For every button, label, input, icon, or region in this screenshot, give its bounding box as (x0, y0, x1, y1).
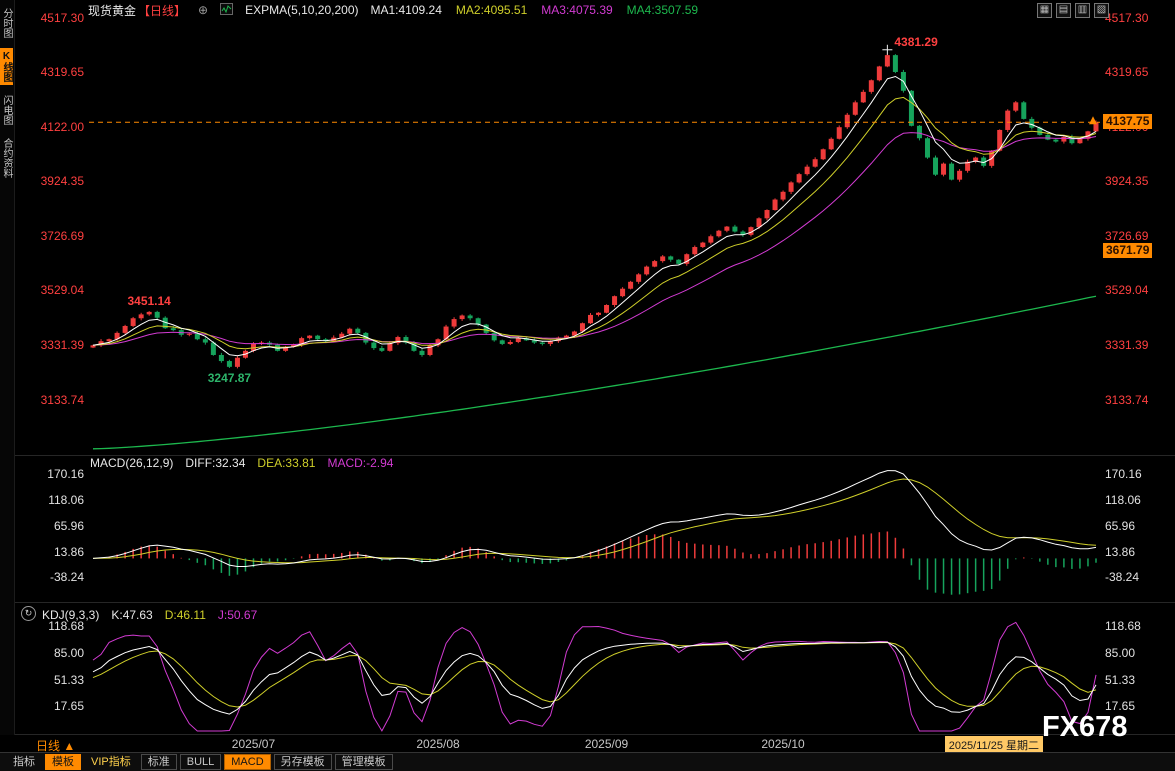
period-selector[interactable]: 日线 ▲ (36, 739, 76, 753)
toolbar-item[interactable]: 另存模板 (273, 754, 332, 770)
macd-header: MACD(26,12,9) DIFF:32.34 DEA:33.81 MACD:… (90, 456, 393, 470)
panel-divider (14, 455, 1175, 456)
tile-grid-icon[interactable]: ▦ (1037, 3, 1052, 18)
toolbar-item[interactable]: 指标 (13, 756, 35, 768)
current-price-tag: 4137.75 (1103, 114, 1153, 130)
sidebar-item-time-chart[interactable]: 分时图 (1, 8, 12, 38)
bottom-toolbar: 指标 模板 VIP指标 标准 BULL MACD 另存模板 管理模板 (0, 752, 1175, 771)
sidebar-item-kline-chart[interactable]: K线图 (0, 48, 13, 85)
dropup-arrow-icon: ▲ (63, 739, 76, 753)
sidebar-item-contract-info[interactable]: 合约资料 (1, 138, 12, 178)
tile-rows-icon[interactable]: ▤ (1056, 3, 1071, 18)
time-axis: 日线 ▲ 2025/11/25 星期二 2025/07 2025/08 2025/0… (0, 734, 1175, 754)
macd-hist-value: MACD:-2.94 (327, 456, 394, 470)
kdj-d-value: D:46.11 (164, 608, 206, 622)
symbol-name: 现货黄金 (88, 3, 137, 18)
macd-dea-value: DEA:33.81 (257, 456, 316, 470)
ma-values: MA1:4109.24 MA2:4095.51 MA3:4075.39 MA4:350… (371, 3, 713, 17)
window-controls: ▦ ▤ ▥ ▧ (1037, 3, 1109, 18)
time-axis-label: 2025/07 (231, 737, 276, 751)
toolbar-item[interactable]: 模板 (45, 754, 81, 770)
svg-text:3247.87: 3247.87 (208, 371, 252, 385)
panel-divider (14, 602, 1175, 603)
indicator-settings-label: EXPMA(5,10,20,200) (245, 3, 359, 17)
toolbar-item[interactable]: 管理模板 (334, 754, 393, 770)
time-axis-label: 2025/08 (416, 737, 460, 751)
left-tab-strip: 分时图 K线图 闪电图 合约资料 (0, 0, 15, 735)
current-date-label: 2025/11/25 星期二 (944, 736, 1043, 754)
sidebar-item-lightning-chart[interactable]: 闪电图 (1, 95, 12, 125)
time-axis-label: 2025/10 (761, 737, 805, 751)
ma-value: MA4:3507.59 (626, 3, 699, 17)
secondary-price-tag: 3671.79 (1103, 242, 1153, 258)
svg-text:3451.14: 3451.14 (127, 294, 171, 308)
kdj-title: KDJ(9,3,3) (42, 608, 100, 622)
chart-header: 现货黄金 【日线】 ⊕ EXPMA(5,10,20,200) MA1:4109.… (88, 2, 712, 18)
toolbar-item[interactable]: VIP指标 (91, 756, 131, 768)
toolbar-item[interactable]: 标准 (140, 754, 177, 770)
svg-text:4381.29: 4381.29 (894, 35, 938, 49)
indicator-cycle-icon[interactable]: ↻ (21, 606, 36, 621)
macd-title: MACD(26,12,9) (90, 456, 174, 470)
ma-value: MA2:4095.51 (455, 3, 528, 17)
indicator-icon (220, 2, 234, 18)
tile-columns-icon[interactable]: ▥ (1075, 3, 1090, 18)
new-window-icon[interactable]: ▧ (1094, 3, 1109, 18)
add-indicator-icon[interactable]: ⊕ (198, 3, 209, 17)
time-axis-label: 2025/09 (584, 737, 629, 751)
macd-diff-value: DIFF:32.34 (185, 456, 246, 470)
ma-value: MA1:4109.24 (370, 3, 442, 17)
period-tag: 【日线】 (138, 3, 187, 18)
toolbar-item[interactable]: BULL (179, 754, 222, 770)
kdj-header: KDJ(9,3,3) K:47.63 D:46.11 J:50.67 (42, 608, 257, 622)
kdj-k-value: K:47.63 (111, 608, 153, 622)
chart-canvas[interactable]: 3451.14 3247.87 4381.29 (0, 0, 1175, 752)
watermark: FX678 (1042, 711, 1128, 743)
toolbar-item[interactable]: MACD (224, 754, 271, 770)
ma-value: MA3:4075.39 (541, 3, 613, 17)
kdj-j-value: J:50.67 (217, 608, 258, 622)
